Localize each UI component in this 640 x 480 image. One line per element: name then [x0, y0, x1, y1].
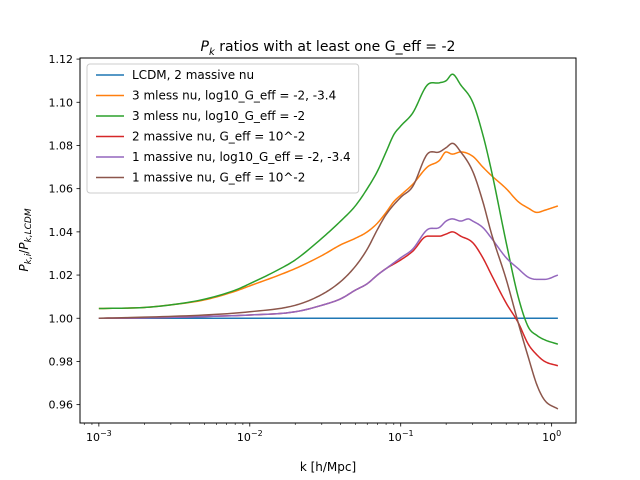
series-line-6	[98, 142, 559, 410]
x-tick-label: 10−1	[388, 429, 414, 444]
legend-label: LCDM, 2 massive nu	[132, 68, 254, 82]
x-tick-label: 100	[542, 429, 561, 444]
y-tick-label: 1.02	[49, 269, 74, 282]
series-layer	[98, 73, 559, 410]
y-tick-label: 1.08	[49, 139, 74, 152]
x-axis-label: k [h/Mpc]	[300, 460, 356, 474]
x-axis: 10−3 10−2 10−1 100	[83, 423, 561, 444]
y-axis-label: Pk,i/Pk,LCDM	[17, 208, 34, 271]
y-tick-label: 1.04	[49, 226, 74, 239]
series-line-3	[98, 73, 559, 345]
x-tick-label: 10−3	[86, 429, 112, 444]
chart-title: Pk ratios with at least one G_eff = -2	[201, 39, 456, 58]
x-tick-label: 10−2	[237, 429, 263, 444]
y-tick-label: 1.00	[49, 312, 74, 325]
legend-box	[86, 63, 360, 194]
y-tick-label: 0.98	[49, 355, 74, 368]
y-tick-label: 1.06	[49, 183, 74, 196]
legend-label: 1 massive nu, G_eff = 10^-2	[132, 171, 305, 185]
y-tick-label: 1.12	[49, 53, 74, 66]
y-axis: 0.96 0.98 1.00 1.02 1.04 1.06 1.08 1.10 1.12	[49, 53, 80, 412]
y-tick-label: 0.96	[49, 399, 74, 412]
legend: LCDM, 2 massive nu 3 mless nu, log10_G_ef…	[86, 63, 360, 194]
plot-frame	[79, 57, 577, 424]
legend-label: 3 mless nu, log10_G_eff = -2, -3.4	[132, 89, 336, 103]
y-tick-label: 1.10	[49, 96, 74, 109]
legend-label: 2 massive nu, G_eff = 10^-2	[132, 130, 305, 144]
legend-label: 3 mless nu, log10_G_eff = -2	[132, 109, 305, 123]
series-line-5	[98, 218, 559, 319]
series-line-2	[98, 151, 559, 310]
legend-label: 1 massive nu, log10_G_eff = -2, -3.4	[132, 150, 351, 164]
